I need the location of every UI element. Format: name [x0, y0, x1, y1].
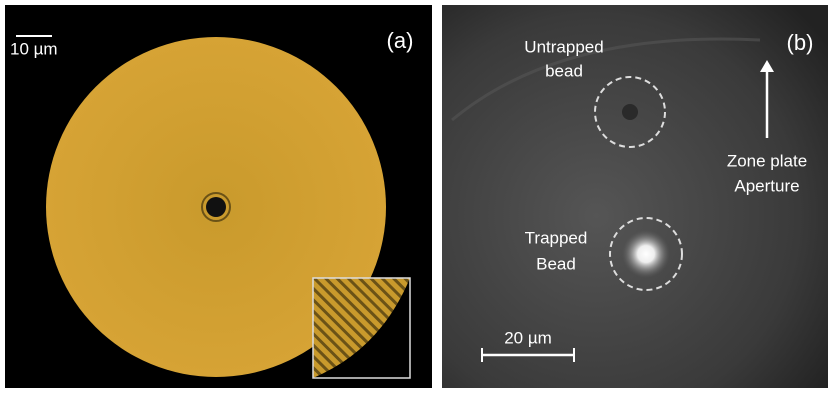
scale-label: 10 µm [10, 39, 58, 58]
annotation: Zone plate [727, 151, 807, 170]
inset [313, 278, 410, 378]
figure: 10 µm (a) Untrapped bead Trapped Bead Zo… [0, 0, 830, 392]
scale-label: 20 µm [504, 328, 552, 347]
annotation: Aperture [734, 176, 799, 195]
panel-label: (b) [787, 30, 814, 55]
page: {"panels": [ {"label": "(a)", "scale_bar… [0, 0, 830, 392]
annotation: bead [545, 61, 583, 80]
central-stop [206, 197, 226, 217]
panel-b: Untrapped bead Trapped Bead Zone plate A… [442, 5, 828, 388]
annotation: Bead [536, 254, 576, 273]
panel-label: (a) [387, 28, 414, 53]
panel-background [442, 5, 828, 388]
annotation: Trapped [525, 228, 588, 247]
untrapped-bead [622, 104, 638, 120]
annotation: Untrapped [524, 37, 603, 56]
trapped-bead [622, 230, 670, 278]
panel-a: 10 µm (a) [5, 5, 432, 388]
